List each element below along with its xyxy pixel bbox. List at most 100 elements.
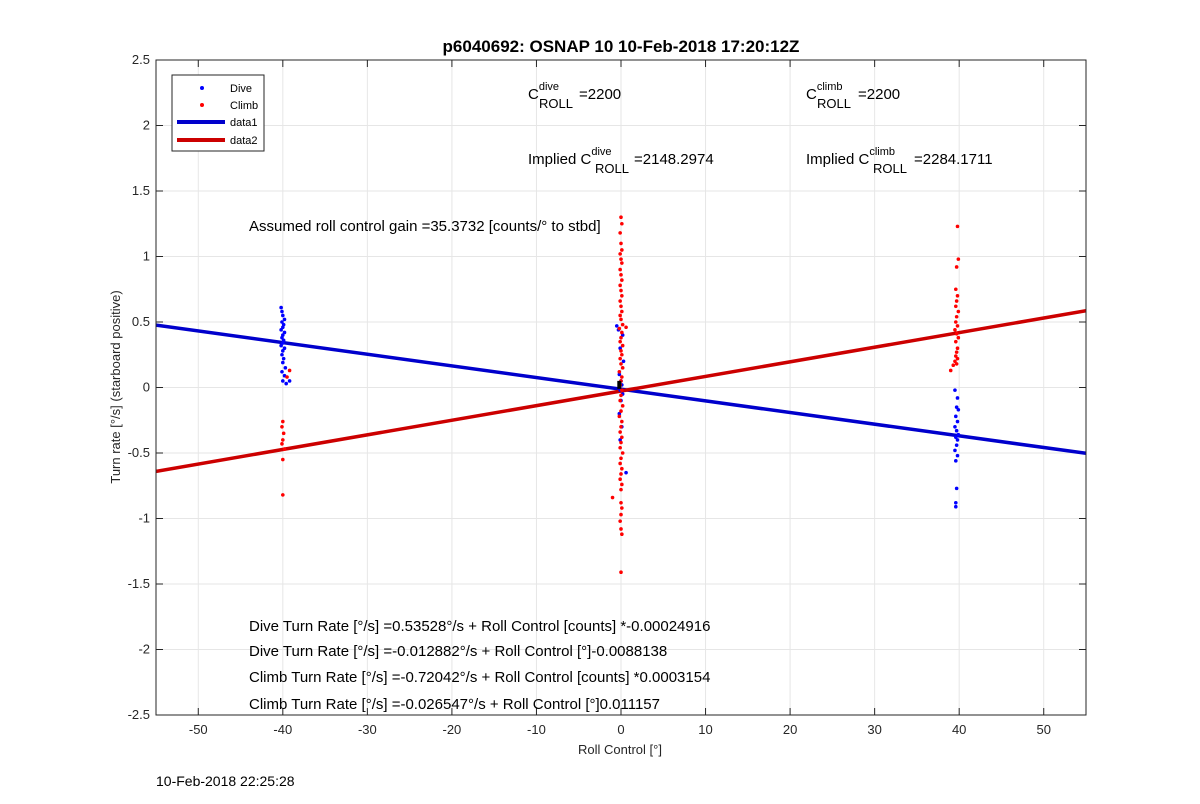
climb-point: [610, 495, 615, 500]
climb-point: [620, 506, 624, 510]
climb-point: [281, 438, 285, 442]
dive-point: [281, 356, 286, 361]
dive-point: [954, 414, 958, 419]
dive-point: [954, 435, 958, 440]
dive-point: [953, 425, 957, 429]
climb-point: [620, 322, 625, 327]
x-tick-label: 40: [952, 722, 966, 737]
climb-point: [620, 248, 624, 252]
climb-point: [619, 362, 623, 366]
climb-point: [619, 487, 623, 492]
dive-point: [954, 500, 958, 505]
dive-point: [956, 407, 961, 412]
series-climb: [280, 215, 961, 575]
climb-point: [955, 294, 960, 298]
legend-climb-label: Climb: [230, 100, 258, 112]
climb-point: [620, 482, 624, 487]
dive-point: [281, 360, 285, 365]
dive-point: [617, 372, 622, 377]
x-axis-ticks: -50 -40 -30 -20 -10 0 10 20 30 40 50: [189, 60, 1051, 737]
climb-point: [620, 278, 624, 282]
legend-data2-label: data2: [230, 135, 258, 147]
dive-point: [279, 305, 283, 310]
series-dive: [279, 305, 961, 509]
dive-point: [280, 369, 284, 374]
climb-point: [956, 257, 961, 261]
x-tick-label: 20: [783, 722, 797, 737]
dive-point: [955, 419, 960, 424]
dive-point: [617, 411, 622, 416]
dive-point: [954, 504, 958, 509]
climb-point: [619, 456, 623, 461]
climb-point: [620, 261, 624, 265]
climb-point: [619, 440, 623, 445]
climb-point: [955, 346, 960, 351]
dive-point: [282, 346, 287, 351]
climb-point: [619, 257, 623, 261]
implied-c-roll-climb-annotation: Implied Cclimb ROLL=2284.1711: [806, 146, 993, 176]
climb-point: [619, 425, 623, 429]
climb-point: [618, 398, 622, 403]
climb-point: [618, 356, 622, 361]
climb-point: [619, 288, 623, 293]
climb-point: [618, 267, 622, 272]
x-tick-label: -20: [443, 722, 462, 737]
climb-point: [620, 352, 624, 357]
climb-point: [619, 393, 623, 398]
climb-point: [619, 570, 623, 575]
dive-point: [280, 335, 284, 340]
legend-climb-marker: [200, 103, 204, 107]
dive-point: [282, 330, 287, 335]
legend-dive-marker: [200, 86, 204, 90]
dive-point: [280, 352, 284, 357]
climb-point: [618, 461, 622, 466]
y-tick-label: -1: [138, 511, 150, 526]
climb-point: [620, 532, 624, 537]
climb-point: [954, 354, 958, 358]
climb-point: [619, 349, 623, 353]
x-tick-label: -40: [273, 722, 292, 737]
climb-point: [620, 404, 625, 408]
climb-point: [619, 409, 623, 413]
climb-counts-equation: Climb Turn Rate [°/s] =-0.72042°/s + Rol…: [249, 669, 710, 686]
series-layer: [156, 215, 1086, 575]
climb-point: [618, 339, 622, 344]
y-axis-label: Turn rate [°/s] (starboard positive): [108, 290, 123, 483]
climb-point: [620, 366, 625, 370]
y-axis-ticks: -2.5 -2 -1.5 -1 -0.5 0 0.5 1 1.5 2 2.5: [128, 52, 1086, 722]
climb-point: [618, 430, 622, 434]
y-tick-label: 1.5: [132, 183, 150, 198]
climb-point: [619, 304, 623, 309]
climb-point: [620, 330, 624, 335]
climb-point: [954, 299, 959, 303]
dive-point: [279, 343, 283, 348]
climb-point: [618, 477, 622, 482]
climb-point: [280, 442, 284, 446]
climb-point: [953, 328, 957, 332]
dive-point: [955, 453, 960, 458]
dive-counts-equation: Dive Turn Rate [°/s] =0.53528°/s + Roll …: [249, 618, 710, 635]
dive-point: [614, 324, 619, 328]
dive-point: [621, 359, 626, 364]
climb-point: [618, 299, 622, 303]
climb-point: [955, 356, 960, 361]
plot-frame: [155, 59, 1087, 716]
climb-point: [954, 362, 959, 366]
legend-dive-label: Dive: [230, 83, 252, 95]
climb-point: [954, 304, 958, 309]
y-tick-label: -2: [138, 642, 150, 657]
dive-point: [954, 486, 959, 491]
climb-point: [954, 331, 959, 336]
climb-point: [620, 419, 624, 424]
climb-point: [619, 317, 623, 322]
climb-point: [619, 273, 623, 277]
climb-point: [620, 375, 624, 379]
climb-point: [954, 320, 958, 324]
climb-point: [956, 335, 961, 340]
chart-title: p6040692: OSNAP 10 10-Feb-2018 17:20:12Z: [443, 37, 800, 56]
dive-point: [953, 448, 957, 453]
climb-point: [619, 512, 623, 517]
climb-point: [954, 287, 958, 292]
climb-point: [620, 435, 624, 440]
climb-point: [281, 419, 285, 424]
